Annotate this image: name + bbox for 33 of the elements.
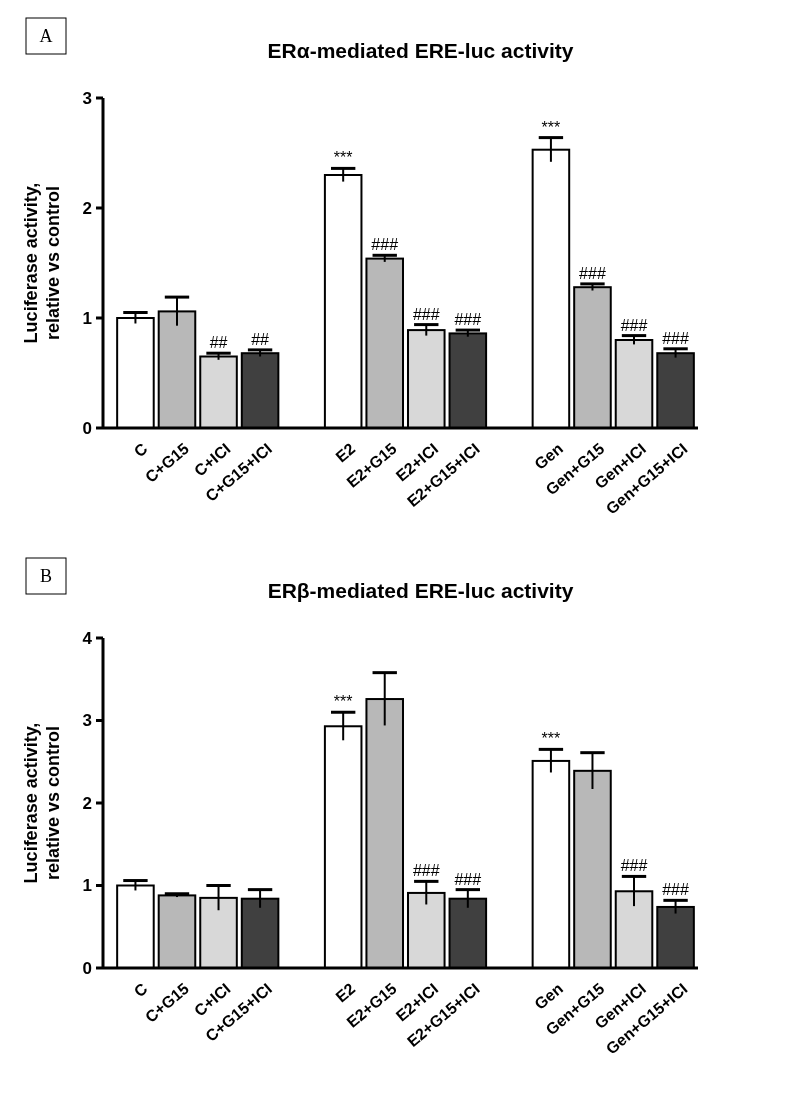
annotation: ### <box>620 857 648 875</box>
y-tick-label: 3 <box>82 711 92 731</box>
y-tick-label: 0 <box>82 418 92 438</box>
annotation: ### <box>454 311 482 329</box>
annotation: ### <box>662 881 690 899</box>
annotation: *** <box>333 693 353 711</box>
x-tick-label: C <box>130 979 151 1001</box>
chart-title: ERβ-mediated ERE-luc activity <box>267 579 574 602</box>
annotation: ### <box>412 862 440 880</box>
x-tick-label: C <box>130 439 151 461</box>
y-tick-label: 4 <box>82 628 93 648</box>
annotation: *** <box>333 149 353 167</box>
y-tick-label: 2 <box>82 198 92 218</box>
annotation: ### <box>412 305 440 323</box>
y-tick-label: 1 <box>82 308 92 328</box>
y-tick-label: 1 <box>82 876 92 896</box>
annotation: *** <box>541 730 561 748</box>
annotation: ### <box>579 264 606 282</box>
y-axis-title: Luciferase activity, relative vs control <box>21 722 63 884</box>
annotation: ### <box>454 870 482 888</box>
annotation: ### <box>662 329 690 347</box>
annotation: ### <box>371 236 399 254</box>
annotation: ## <box>209 334 228 352</box>
annotation: ## <box>251 330 270 348</box>
y-tick-label: 2 <box>82 793 92 813</box>
y-axis-title: Luciferase activity, relative vs control <box>21 182 63 344</box>
text: B <box>39 566 53 586</box>
annotation: ### <box>620 316 648 334</box>
chart-title: ERα-mediated ERE-luc activity <box>267 39 574 62</box>
annotation: *** <box>541 118 561 136</box>
y-tick-label: 0 <box>82 958 92 978</box>
text: A <box>39 26 53 46</box>
y-tick-label: 3 <box>82 88 92 108</box>
